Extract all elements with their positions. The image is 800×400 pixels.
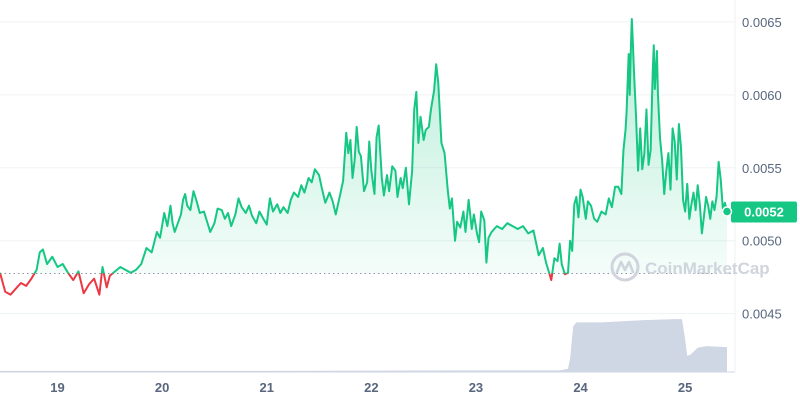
x-tick-label: 25	[678, 380, 692, 395]
x-tick-label: 20	[155, 380, 169, 395]
coinmarketcap-logo-icon	[610, 252, 640, 282]
price-area-up	[0, 18, 727, 274]
last-price-dot	[721, 206, 733, 217]
x-axis-labels: 19 20 21 22 23 24 25	[50, 380, 692, 395]
volume-area	[0, 319, 727, 372]
x-tick-label: 21	[260, 380, 274, 395]
x-tick-label: 24	[573, 380, 588, 395]
y-tick-label: 0.0060	[742, 88, 782, 103]
x-tick-label: 23	[469, 380, 483, 395]
y-tick-label: 0.0065	[742, 15, 782, 30]
y-tick-label: 0.0055	[742, 161, 782, 176]
coinmarketcap-watermark: CoinMarketCap	[610, 252, 770, 282]
volume-bars	[0, 319, 727, 372]
y-tick-label: 0.0045	[742, 307, 782, 322]
x-tick-label: 19	[50, 380, 64, 395]
current-price-badge-bg	[731, 201, 797, 223]
price-area	[0, 18, 727, 274]
watermark-text: CoinMarketCap	[645, 259, 770, 278]
x-tick-label: 22	[364, 380, 378, 395]
current-price-label: 0.0052	[744, 205, 784, 220]
y-tick-label: 0.0050	[742, 234, 782, 249]
price-line-up	[0, 17, 728, 274]
price-line	[0, 17, 728, 296]
current-price-badge: 0.0052	[731, 201, 797, 223]
y-axis-labels: 0.0045 0.0050 0.0055 0.0060 0.0065	[742, 15, 782, 322]
